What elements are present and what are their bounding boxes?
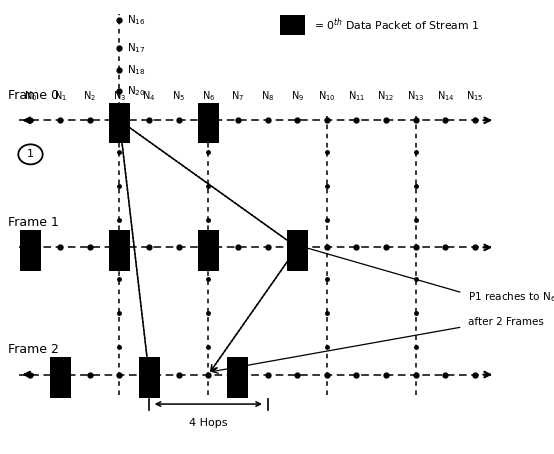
Text: N$_{20}$: N$_{20}$ — [127, 84, 146, 98]
Text: N$_{11}$: N$_{11}$ — [348, 89, 365, 103]
Text: N$_{12}$: N$_{12}$ — [377, 89, 395, 103]
Text: N$_2$: N$_2$ — [83, 89, 96, 103]
Bar — [198, 230, 219, 271]
Text: P1 reaches to N$_6$: P1 reaches to N$_6$ — [468, 291, 554, 304]
Bar — [227, 357, 248, 398]
Text: Frame 1: Frame 1 — [8, 216, 59, 229]
Bar — [109, 103, 130, 143]
Text: N$_7$: N$_7$ — [232, 89, 244, 103]
Bar — [198, 103, 219, 143]
Text: after 2 Frames: after 2 Frames — [468, 317, 544, 327]
Text: N$_5$: N$_5$ — [172, 89, 185, 103]
Text: N$_{14}$: N$_{14}$ — [437, 89, 454, 103]
Text: N$_{15}$: N$_{15}$ — [466, 89, 484, 103]
Text: N$_{13}$: N$_{13}$ — [407, 89, 424, 103]
Text: N$_1$: N$_1$ — [54, 89, 66, 103]
Text: N$_{17}$: N$_{17}$ — [127, 41, 146, 54]
Text: Frame 2: Frame 2 — [8, 343, 59, 356]
Bar — [50, 357, 71, 398]
Text: N$_{18}$: N$_{18}$ — [127, 64, 146, 77]
Text: N$_9$: N$_9$ — [291, 89, 304, 103]
Text: N$_4$: N$_4$ — [142, 89, 156, 103]
Text: = 0$^{th}$ Data Packet of Stream 1: = 0$^{th}$ Data Packet of Stream 1 — [314, 17, 480, 33]
Text: N$_8$: N$_8$ — [261, 89, 274, 103]
Text: N$_{10}$: N$_{10}$ — [318, 89, 336, 103]
Bar — [138, 357, 160, 398]
Bar — [20, 230, 41, 271]
Text: N$_0$: N$_0$ — [24, 89, 37, 103]
Bar — [109, 230, 130, 271]
Text: N$_{16}$: N$_{16}$ — [127, 14, 146, 27]
Text: 4 Hops: 4 Hops — [189, 418, 228, 428]
Bar — [280, 15, 305, 35]
Text: Frame 0: Frame 0 — [8, 89, 59, 102]
Bar — [287, 230, 308, 271]
Text: N$_3$: N$_3$ — [113, 89, 126, 103]
Text: 1: 1 — [27, 149, 34, 159]
Text: N$_6$: N$_6$ — [202, 89, 215, 103]
